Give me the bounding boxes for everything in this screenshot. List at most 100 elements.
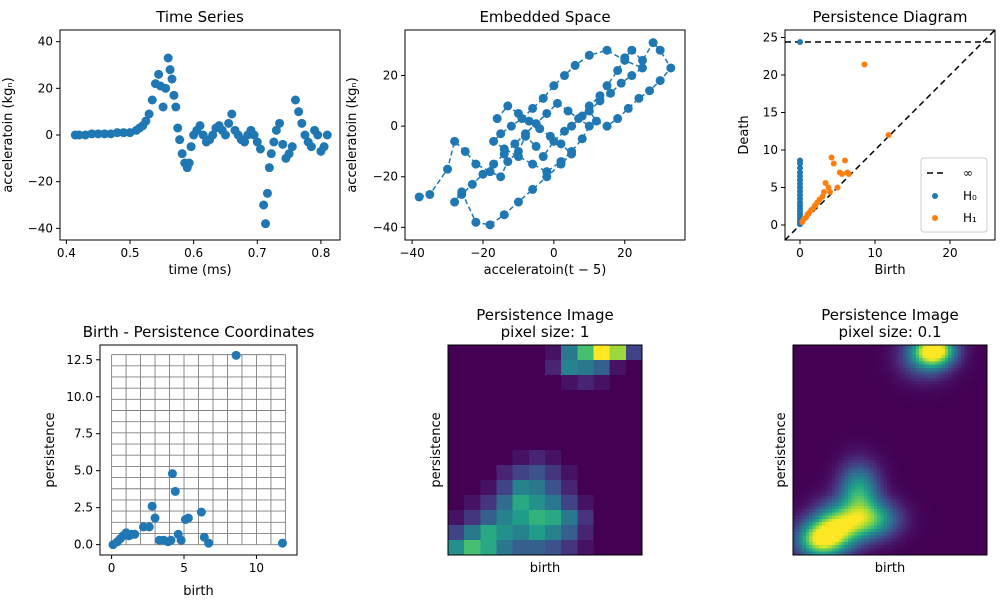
heatmap-cell [877, 387, 881, 392]
heatmap-cell [870, 479, 875, 484]
heatmap-cell [847, 512, 852, 517]
data-point [613, 114, 623, 124]
heatmap-cell [802, 345, 807, 349]
heatmap-cell [890, 532, 894, 536]
heatmap-cell [870, 400, 875, 405]
heatmap-cell [893, 381, 898, 385]
heatmap-cell [828, 486, 833, 490]
heatmap-cell [796, 433, 801, 438]
heatmap-cell [877, 469, 881, 474]
heatmap-cell [957, 354, 962, 359]
heatmap-cell [974, 495, 978, 500]
heatmap-cell [919, 420, 923, 425]
heatmap-cell [925, 440, 930, 445]
heatmap-cell [847, 420, 852, 425]
heatmap-cell [841, 436, 846, 441]
heatmap-cell [545, 525, 562, 541]
heatmap-cell [825, 374, 830, 379]
data-point [196, 507, 206, 517]
heatmap-cell [883, 345, 888, 349]
heatmap-cell [896, 390, 901, 395]
heatmap-cell [983, 351, 988, 356]
heatmap-cell [851, 551, 856, 556]
heatmap-cell [961, 410, 965, 415]
heatmap-cell [925, 404, 930, 408]
heatmap-cell [925, 364, 930, 369]
data-point [184, 158, 194, 168]
heatmap-cell [877, 381, 881, 385]
heatmap-cell [983, 551, 988, 556]
heatmap-cell [948, 436, 953, 441]
heatmap-cell [873, 495, 878, 500]
heatmap-cell [983, 427, 988, 431]
heatmap-cell [932, 476, 936, 481]
heatmap-cell [854, 413, 859, 418]
heatmap-cell [822, 345, 826, 349]
heatmap-cell [867, 397, 872, 402]
heatmap-cell [944, 525, 949, 530]
data-point [220, 130, 230, 140]
heatmap-cell [851, 407, 856, 412]
heatmap-cell [841, 377, 846, 382]
heatmap-cell [922, 463, 927, 468]
heatmap-cell [977, 463, 982, 468]
heatmap-cell [909, 351, 914, 356]
heatmap-cell [944, 407, 949, 412]
heatmap-cell [870, 367, 875, 372]
heatmap-cell [964, 528, 969, 533]
heatmap-cell [799, 348, 804, 353]
heatmap-cell [906, 528, 910, 533]
heatmap-cell [883, 381, 888, 385]
heatmap-cell [941, 423, 946, 428]
heatmap-cell [890, 499, 894, 504]
heatmap-cell [854, 476, 859, 481]
heatmap-cell [818, 348, 823, 353]
heatmap-cell [954, 535, 959, 540]
heatmap-cell [951, 361, 956, 366]
heatmap-cell [890, 512, 894, 517]
heatmap-cell [812, 354, 817, 359]
heatmap-cell [932, 482, 936, 487]
heatmap-cell [964, 410, 969, 415]
heatmap-cell [802, 515, 807, 520]
heatmap-cell [851, 512, 856, 517]
heatmap-cell [944, 410, 949, 415]
heatmap-cell [944, 390, 949, 395]
heatmap-cell [944, 345, 949, 349]
heatmap-cell [967, 374, 972, 379]
heatmap-cell [802, 404, 807, 408]
heatmap-cell [957, 463, 962, 468]
data-point [549, 81, 559, 91]
heatmap-cell [857, 348, 862, 353]
heatmap-cell [838, 469, 843, 474]
heatmap-cell [625, 435, 643, 451]
heatmap-cell [809, 394, 813, 399]
heatmap-cell [847, 469, 852, 474]
heatmap-cell [919, 443, 923, 448]
heatmap-cell [886, 446, 891, 451]
heatmap-cell [825, 528, 830, 533]
heatmap-cell [893, 499, 898, 504]
heatmap-cell [512, 450, 530, 466]
heatmap-cell [870, 551, 875, 556]
heatmap-cell [912, 345, 917, 349]
heatmap-cell [812, 404, 817, 408]
heatmap-cell [899, 459, 904, 464]
heatmap-cell [967, 525, 972, 530]
heatmap-cell [932, 436, 936, 441]
heatmap-cell [854, 518, 859, 523]
heatmap-cell [828, 361, 833, 366]
heatmap-cell [932, 538, 936, 543]
heatmap-cell [809, 551, 813, 556]
heatmap-cell [899, 463, 904, 468]
heatmap-cell [805, 512, 810, 517]
heatmap-cell [796, 446, 801, 451]
heatmap-cell [802, 495, 807, 500]
heatmap-cell [983, 505, 988, 510]
heatmap-cell [925, 400, 930, 405]
heatmap-cell [802, 420, 807, 425]
heatmap-cell [970, 525, 975, 530]
heatmap-cell [831, 463, 836, 468]
heatmap-cell [938, 551, 943, 556]
heatmap-cell [857, 404, 862, 408]
